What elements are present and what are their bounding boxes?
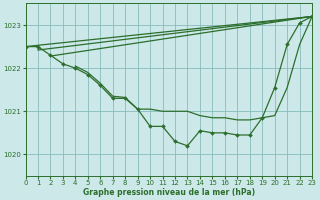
- X-axis label: Graphe pression niveau de la mer (hPa): Graphe pression niveau de la mer (hPa): [83, 188, 255, 197]
